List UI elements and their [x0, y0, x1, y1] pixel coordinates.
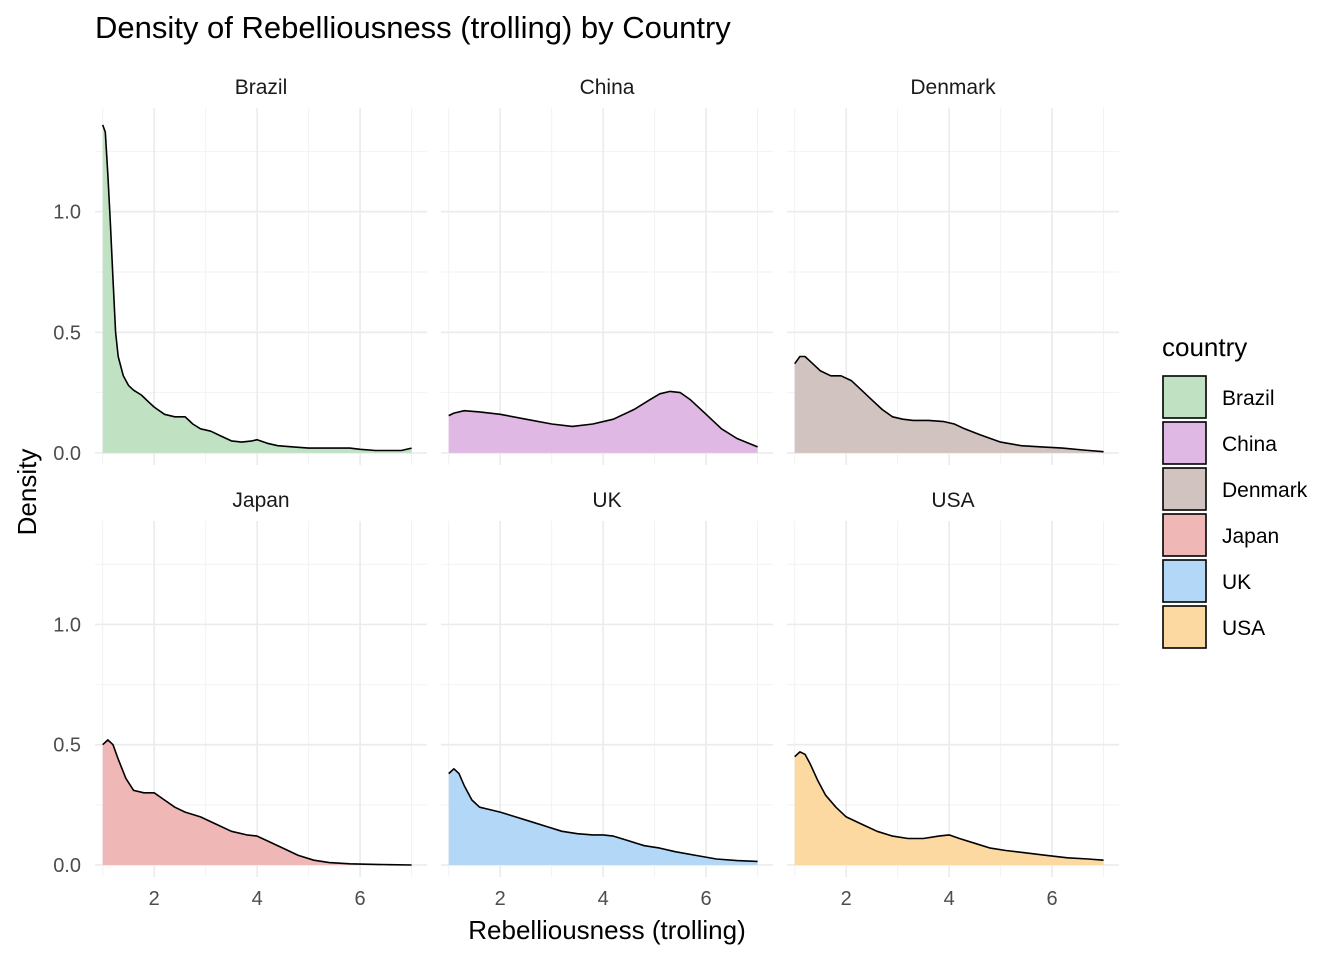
x-tick-label: 6 [701, 888, 712, 910]
x-tick-label: 4 [944, 888, 955, 910]
density-line-brazil [101, 124, 412, 452]
density-line-uk [448, 767, 758, 863]
legend-label-denmark: Denmark [1222, 479, 1308, 502]
y-tick-label: 1.0 [53, 614, 81, 636]
facet-label-uk: UK [592, 489, 621, 512]
panel-uk: UK 2 4 6 [441, 489, 773, 910]
density-area-brazil [102, 124, 412, 453]
legend-label-usa: USA [1222, 617, 1265, 640]
facet-label-china: China [580, 76, 635, 99]
legend-label-uk: UK [1222, 571, 1251, 594]
density-line-denmark [794, 355, 1104, 453]
panel-japan: Japan 0.0 0.5 1.0 2 4 6 [53, 489, 427, 910]
facet-label-brazil: Brazil [235, 76, 288, 99]
y-tick-label: 1.0 [53, 202, 81, 224]
panel-denmark: Denmark [787, 76, 1119, 465]
y-tick-label: 0.5 [53, 322, 81, 344]
legend-title: country [1162, 332, 1247, 362]
legend-key-denmark [1162, 467, 1207, 511]
y-axis-title: Density [12, 449, 42, 536]
legend-label-japan: Japan [1222, 525, 1279, 548]
x-tick-label: 2 [495, 888, 506, 910]
panel-brazil: Brazil 0.0 0.5 1.0 [53, 76, 427, 465]
density-line-usa [794, 751, 1104, 861]
legend-key-usa [1162, 605, 1207, 649]
y-tick-label: 0.0 [53, 443, 81, 465]
legend-label-china: China [1222, 433, 1277, 456]
density-area-japan [102, 739, 412, 865]
facet-label-usa: USA [931, 489, 974, 512]
density-area-denmark [794, 356, 1104, 453]
panel-usa: USA 2 4 6 [787, 489, 1119, 910]
x-axis-title: Rebelliousness (trolling) [468, 915, 745, 945]
x-tick-label: 2 [149, 888, 160, 910]
density-area-uk [448, 768, 758, 865]
facet-label-denmark: Denmark [910, 76, 996, 99]
facet-label-japan: Japan [232, 489, 289, 512]
density-line-china [448, 390, 758, 448]
legend-label-brazil: Brazil [1222, 387, 1275, 410]
legend-key-japan [1162, 513, 1207, 557]
x-tick-label: 4 [252, 888, 263, 910]
chart-title: Density of Rebelliousness (trolling) by … [95, 10, 731, 45]
legend-key-brazil [1162, 375, 1207, 419]
panel-china: China [441, 76, 773, 465]
x-tick-label: 4 [598, 888, 609, 910]
legend-key-china [1162, 421, 1207, 465]
y-tick-label: 0.5 [53, 735, 81, 757]
x-tick-label: 2 [841, 888, 852, 910]
x-tick-label: 6 [1047, 888, 1058, 910]
legend-key-uk [1162, 559, 1207, 603]
legend: country Brazil China Denmark Japan UK USA [1162, 332, 1308, 649]
y-tick-label: 0.0 [53, 855, 81, 877]
density-area-usa [794, 751, 1104, 865]
x-tick-label: 6 [355, 888, 366, 910]
density-line-japan [102, 739, 412, 866]
